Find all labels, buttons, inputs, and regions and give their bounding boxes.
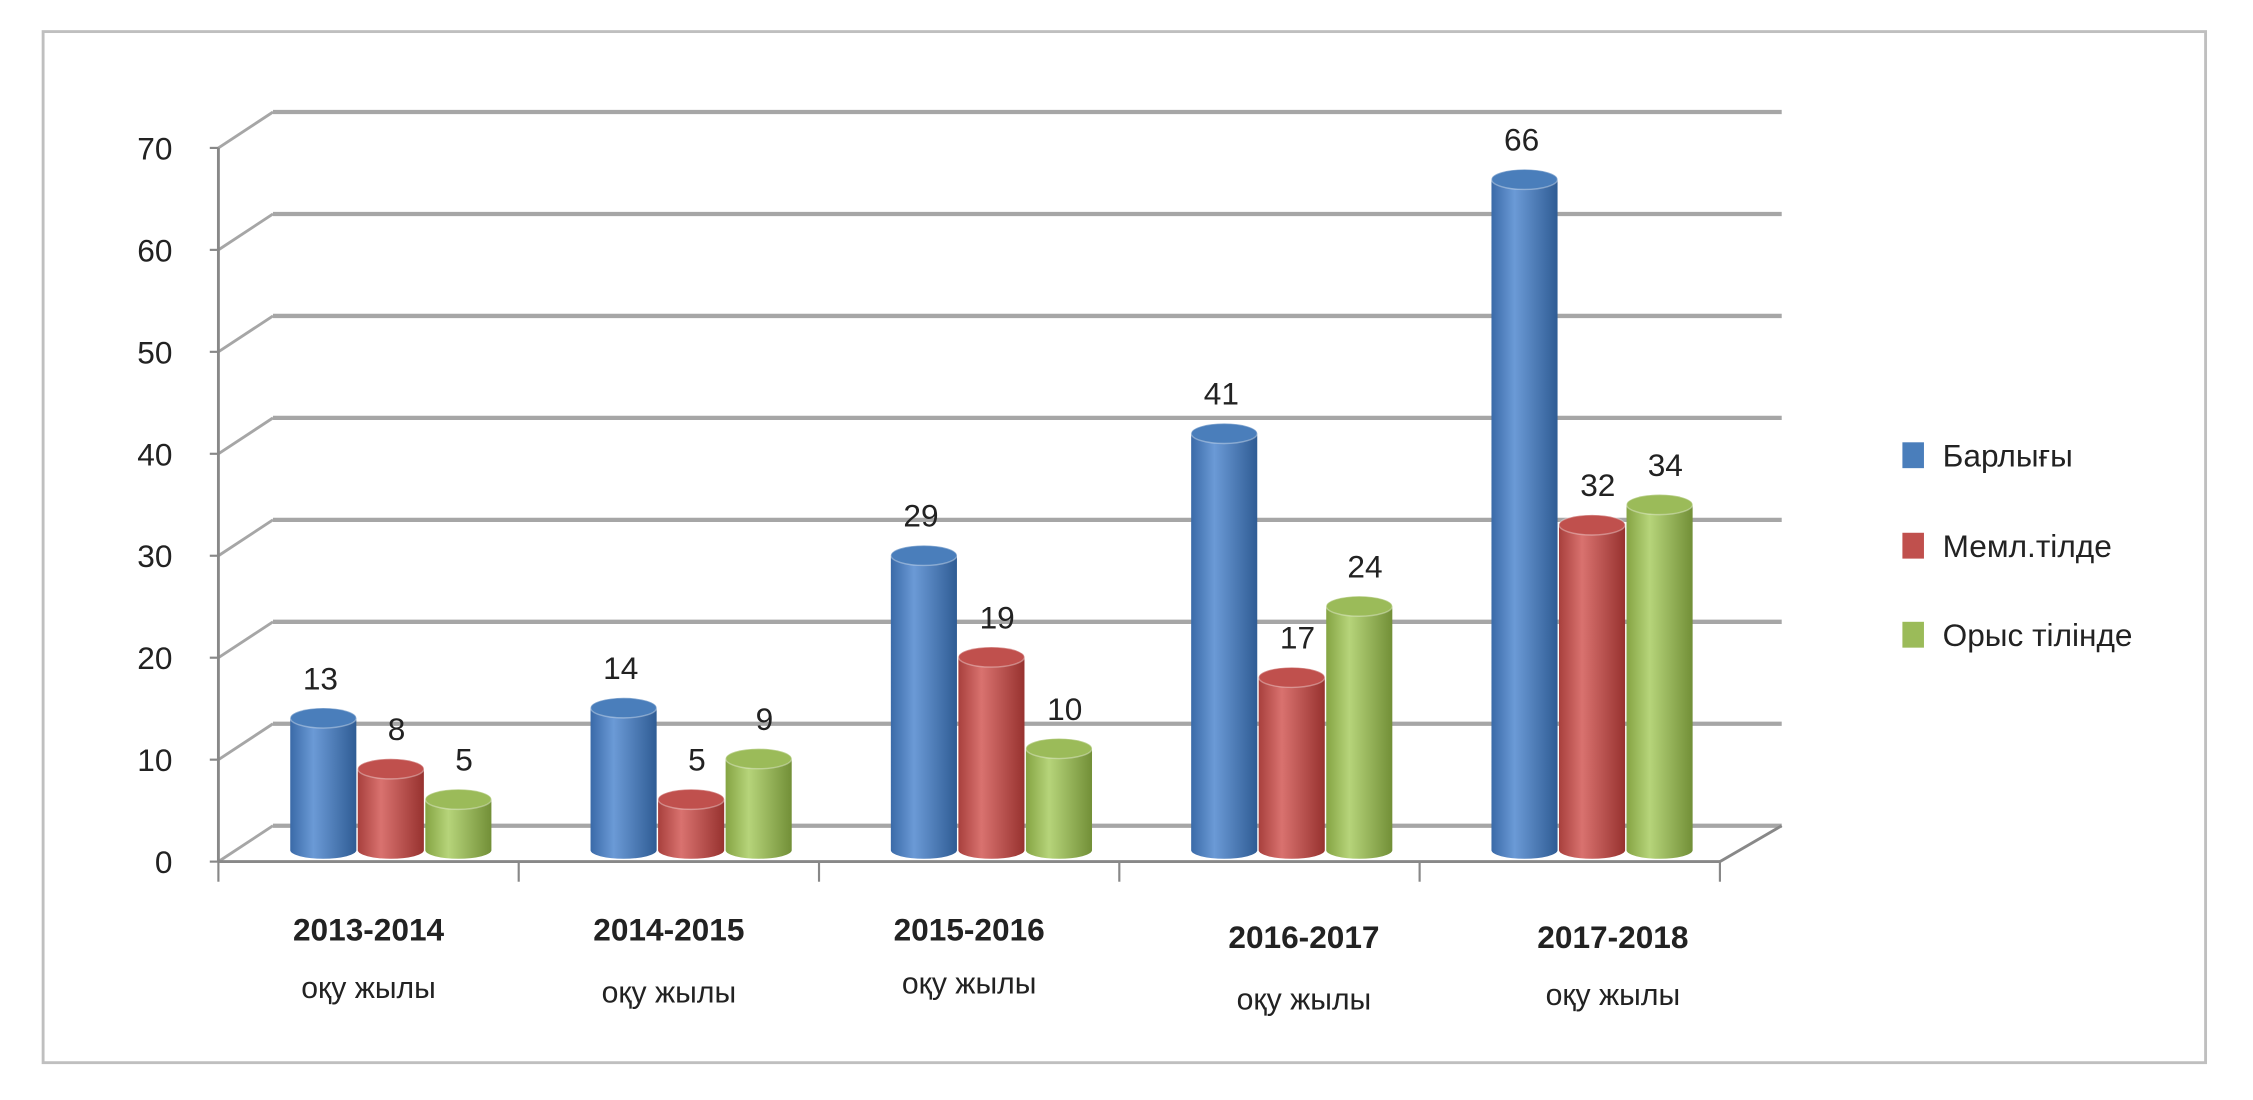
bar-cap	[1558, 514, 1626, 536]
legend-swatch	[1902, 442, 1924, 469]
bar-body	[1025, 748, 1093, 859]
gridline-depth	[217, 212, 274, 252]
bar-cap	[1025, 737, 1093, 760]
y-tick-label: 40	[137, 436, 172, 472]
bar-body	[1491, 179, 1558, 859]
x-category-sublabel: оқу жылы	[602, 976, 737, 1009]
gridline-depth	[217, 518, 274, 557]
floor-edge	[1719, 824, 1783, 863]
x-category-label: 2017-2018	[1537, 919, 1688, 955]
bar-body	[1626, 504, 1693, 859]
bar-body	[958, 657, 1025, 859]
gridline-depth	[217, 314, 274, 354]
data-label: 34	[1648, 447, 1683, 483]
bar-body	[1558, 524, 1626, 859]
bar-body	[425, 799, 492, 859]
legend-label: Мемл.тілде	[1943, 528, 2112, 564]
data-label: 24	[1347, 549, 1382, 585]
bar	[1325, 595, 1394, 859]
bar-body	[1258, 677, 1325, 859]
bar-cap	[1257, 666, 1326, 689]
y-tick-label: 0	[155, 844, 173, 880]
legend-label: Барлығы	[1943, 438, 2073, 474]
bar-cap	[657, 788, 725, 811]
y-tick-label: 20	[137, 640, 172, 676]
gridline-depth	[217, 722, 274, 761]
x-category-label: 2014-2015	[593, 912, 744, 948]
data-label: 19	[980, 599, 1015, 635]
bar	[424, 788, 493, 859]
bar-cap	[1490, 168, 1559, 191]
data-label: 17	[1280, 620, 1315, 656]
data-label: 41	[1204, 376, 1239, 412]
data-label: 66	[1504, 122, 1539, 158]
x-category-label: 2016-2017	[1228, 919, 1379, 955]
bar-body	[658, 799, 725, 859]
bar-cap	[724, 747, 793, 770]
data-label: 8	[388, 711, 406, 747]
bar	[957, 646, 1026, 859]
bar	[1257, 666, 1326, 859]
bar	[1025, 737, 1093, 859]
data-label: 13	[303, 660, 338, 696]
bar-body	[590, 707, 657, 859]
data-label: 9	[756, 701, 774, 737]
bar-cap	[1325, 595, 1394, 617]
data-label: 5	[455, 742, 473, 778]
x-category-sublabel: оқу жылы	[902, 968, 1037, 1001]
x-category-label: 2013-2014	[293, 912, 445, 948]
bar-cap	[957, 646, 1026, 668]
bar-body	[290, 718, 357, 859]
legend-swatch	[1902, 621, 1924, 648]
bar-body	[1326, 606, 1393, 859]
bar-cap	[890, 544, 958, 567]
gridline-depth	[217, 110, 274, 150]
legend-label: Орыс тілінде	[1943, 617, 2133, 653]
data-label: 10	[1047, 691, 1082, 727]
bar	[357, 758, 425, 859]
y-tick-label: 10	[137, 742, 172, 778]
bar-cap	[1625, 493, 1694, 516]
bar-body	[890, 555, 957, 859]
bars	[289, 168, 1694, 859]
bar	[1558, 514, 1626, 859]
legend: Барлығы Мемл.тілде Орыс тілінде	[1902, 438, 2133, 653]
bar	[289, 707, 358, 859]
bar	[890, 544, 958, 859]
x-category-sublabel: оқу жылы	[1237, 984, 1372, 1017]
y-tick-label: 30	[137, 538, 172, 574]
labels: 2013-2014 оқу жылы 2014-2015 оқу жылы 2015-2…	[293, 122, 1688, 1017]
bar-cap	[589, 697, 658, 719]
bar-body	[1191, 433, 1258, 859]
bar-cap	[289, 707, 358, 729]
bar	[589, 697, 658, 859]
bar-cap	[357, 758, 425, 780]
y-tick-label: 60	[137, 232, 172, 268]
y-tick-label: 70	[137, 130, 172, 166]
data-label: 29	[903, 498, 938, 534]
data-label: 5	[688, 742, 706, 778]
y-tick-label: 50	[137, 334, 172, 370]
bar	[657, 788, 725, 859]
bar	[1190, 422, 1258, 859]
bar	[724, 747, 793, 859]
gridline-depth	[217, 824, 274, 863]
x-category-label: 2015-2016	[894, 912, 1045, 948]
bar-cap	[1190, 422, 1258, 445]
x-category-sublabel: оқу жылы	[301, 972, 436, 1005]
bar	[1625, 493, 1694, 859]
legend-swatch	[1902, 532, 1924, 559]
chart-border	[41, 30, 2208, 1065]
data-label: 14	[603, 650, 638, 686]
data-label: 32	[1580, 467, 1615, 503]
bar-body	[357, 768, 424, 859]
gridline-depth	[217, 620, 274, 659]
bar-cap	[424, 788, 493, 811]
gridline-depth	[217, 416, 274, 455]
x-category-sublabel: оқу жылы	[1546, 979, 1681, 1012]
bar	[1490, 168, 1559, 859]
bar-body	[725, 758, 792, 859]
